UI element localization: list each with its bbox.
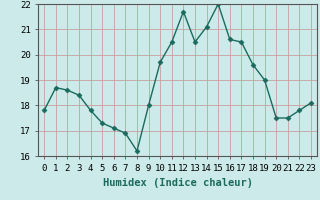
X-axis label: Humidex (Indice chaleur): Humidex (Indice chaleur) <box>103 178 252 188</box>
